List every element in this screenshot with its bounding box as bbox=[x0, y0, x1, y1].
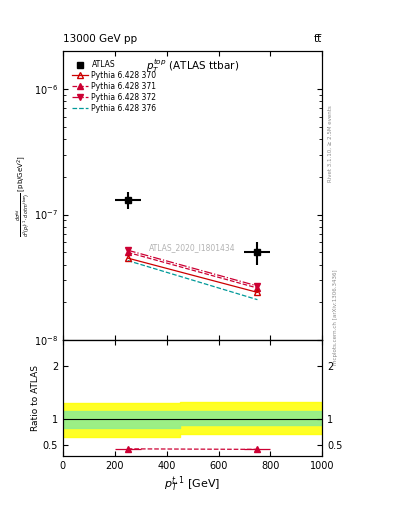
Y-axis label: Ratio to ATLAS: Ratio to ATLAS bbox=[31, 365, 40, 431]
Text: mcplots.cern.ch [arXiv:1306.3436]: mcplots.cern.ch [arXiv:1306.3436] bbox=[333, 270, 338, 365]
Text: $p_T^{top}$ (ATLAS ttbar): $p_T^{top}$ (ATLAS ttbar) bbox=[146, 57, 239, 75]
Y-axis label: $\frac{d\sigma^{fid}}{d^2(p_T^{t,1}\cdot dot\, m^{tbar})}$ [pb/GeV$^2$]: $\frac{d\sigma^{fid}}{d^2(p_T^{t,1}\cdot… bbox=[14, 155, 33, 237]
Text: tt̅: tt̅ bbox=[314, 33, 322, 44]
Text: Rivet 3.1.10, ≥ 2.5M events: Rivet 3.1.10, ≥ 2.5M events bbox=[328, 105, 333, 182]
Legend: ATLAS, Pythia 6.428 370, Pythia 6.428 371, Pythia 6.428 372, Pythia 6.428 376: ATLAS, Pythia 6.428 370, Pythia 6.428 37… bbox=[69, 58, 159, 115]
X-axis label: $p_T^{t,1}$ [GeV]: $p_T^{t,1}$ [GeV] bbox=[164, 475, 221, 495]
Text: ATLAS_2020_I1801434: ATLAS_2020_I1801434 bbox=[149, 243, 236, 252]
Text: 13000 GeV pp: 13000 GeV pp bbox=[63, 33, 137, 44]
